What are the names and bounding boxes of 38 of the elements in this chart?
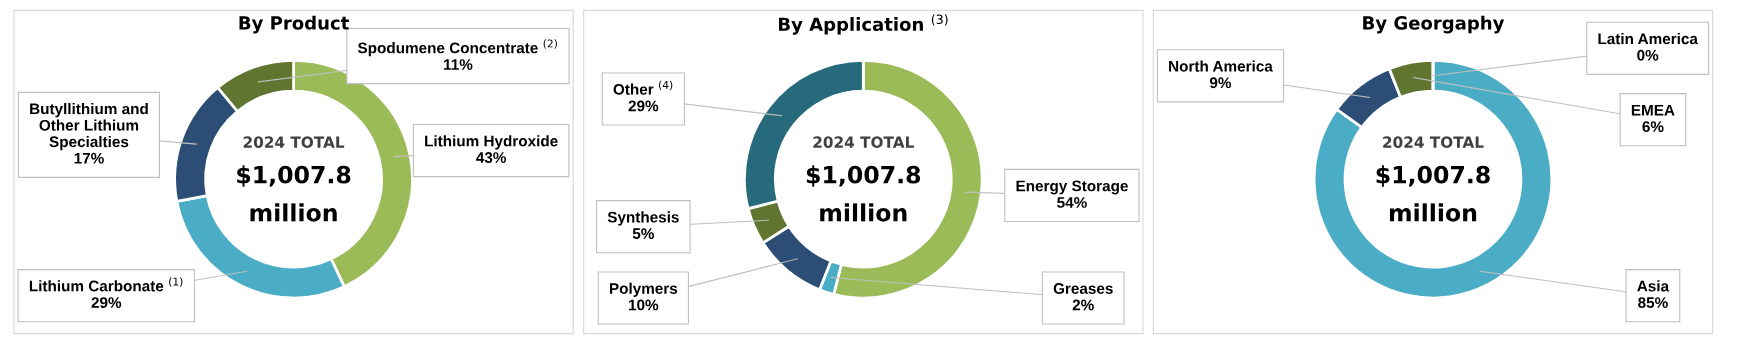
slice-label: Asia bbox=[1637, 280, 1670, 292]
slice-label: North America bbox=[1169, 60, 1273, 72]
text: million bbox=[820, 203, 907, 222]
data-label: 9% bbox=[1209, 77, 1232, 89]
data-label: 29% bbox=[91, 297, 122, 308]
slice-label: Synthesis bbox=[607, 211, 679, 226]
category-label: Latin America bbox=[1598, 33, 1698, 45]
text: 2024 TOTAL bbox=[243, 136, 345, 148]
data-label: 10% bbox=[629, 299, 659, 311]
data-label: 29% bbox=[628, 100, 659, 112]
data-label: 2% bbox=[1072, 299, 1094, 311]
slice-label: Other $^{(4)}$ bbox=[613, 80, 673, 95]
text: $1,007.8 bbox=[806, 165, 921, 187]
text: million bbox=[1389, 203, 1477, 222]
data-label: 54% bbox=[1057, 197, 1087, 208]
text: 0% bbox=[1637, 49, 1659, 61]
slice-label: Energy Storage bbox=[1016, 180, 1128, 195]
data-label: 6% bbox=[1642, 121, 1664, 133]
slice-label: EMEA bbox=[1631, 104, 1675, 116]
slice-label: Lithium Hydroxide bbox=[425, 135, 558, 150]
chart-title: By Application $^{(3)}$ bbox=[778, 14, 948, 35]
slice-label: Polymers bbox=[609, 282, 678, 297]
chart-title: By Georgaphy bbox=[1363, 15, 1505, 34]
chart-title: By Product bbox=[239, 15, 349, 34]
data-label: 17% bbox=[74, 152, 104, 164]
text: 2024 TOTAL bbox=[813, 136, 914, 148]
data-label: 5% bbox=[632, 228, 654, 240]
text: 2024 TOTAL bbox=[1383, 136, 1484, 148]
text: $1,007.8 bbox=[237, 165, 351, 187]
slice-label: Spodumene Concentrate $^{(2)}$ bbox=[357, 39, 557, 57]
slice-label: Lithium Carbonate $^{(1)}$ bbox=[29, 277, 183, 292]
data-label: 11% bbox=[444, 59, 473, 70]
data-label: 43% bbox=[476, 152, 507, 163]
slice-label: Greases bbox=[1053, 283, 1113, 294]
text: $1,007.8 bbox=[1376, 165, 1490, 187]
data-label: 85% bbox=[1638, 297, 1668, 308]
text: million bbox=[250, 203, 337, 222]
slice-label: Butyllithium and Other Lithium Specialties bbox=[30, 103, 148, 151]
